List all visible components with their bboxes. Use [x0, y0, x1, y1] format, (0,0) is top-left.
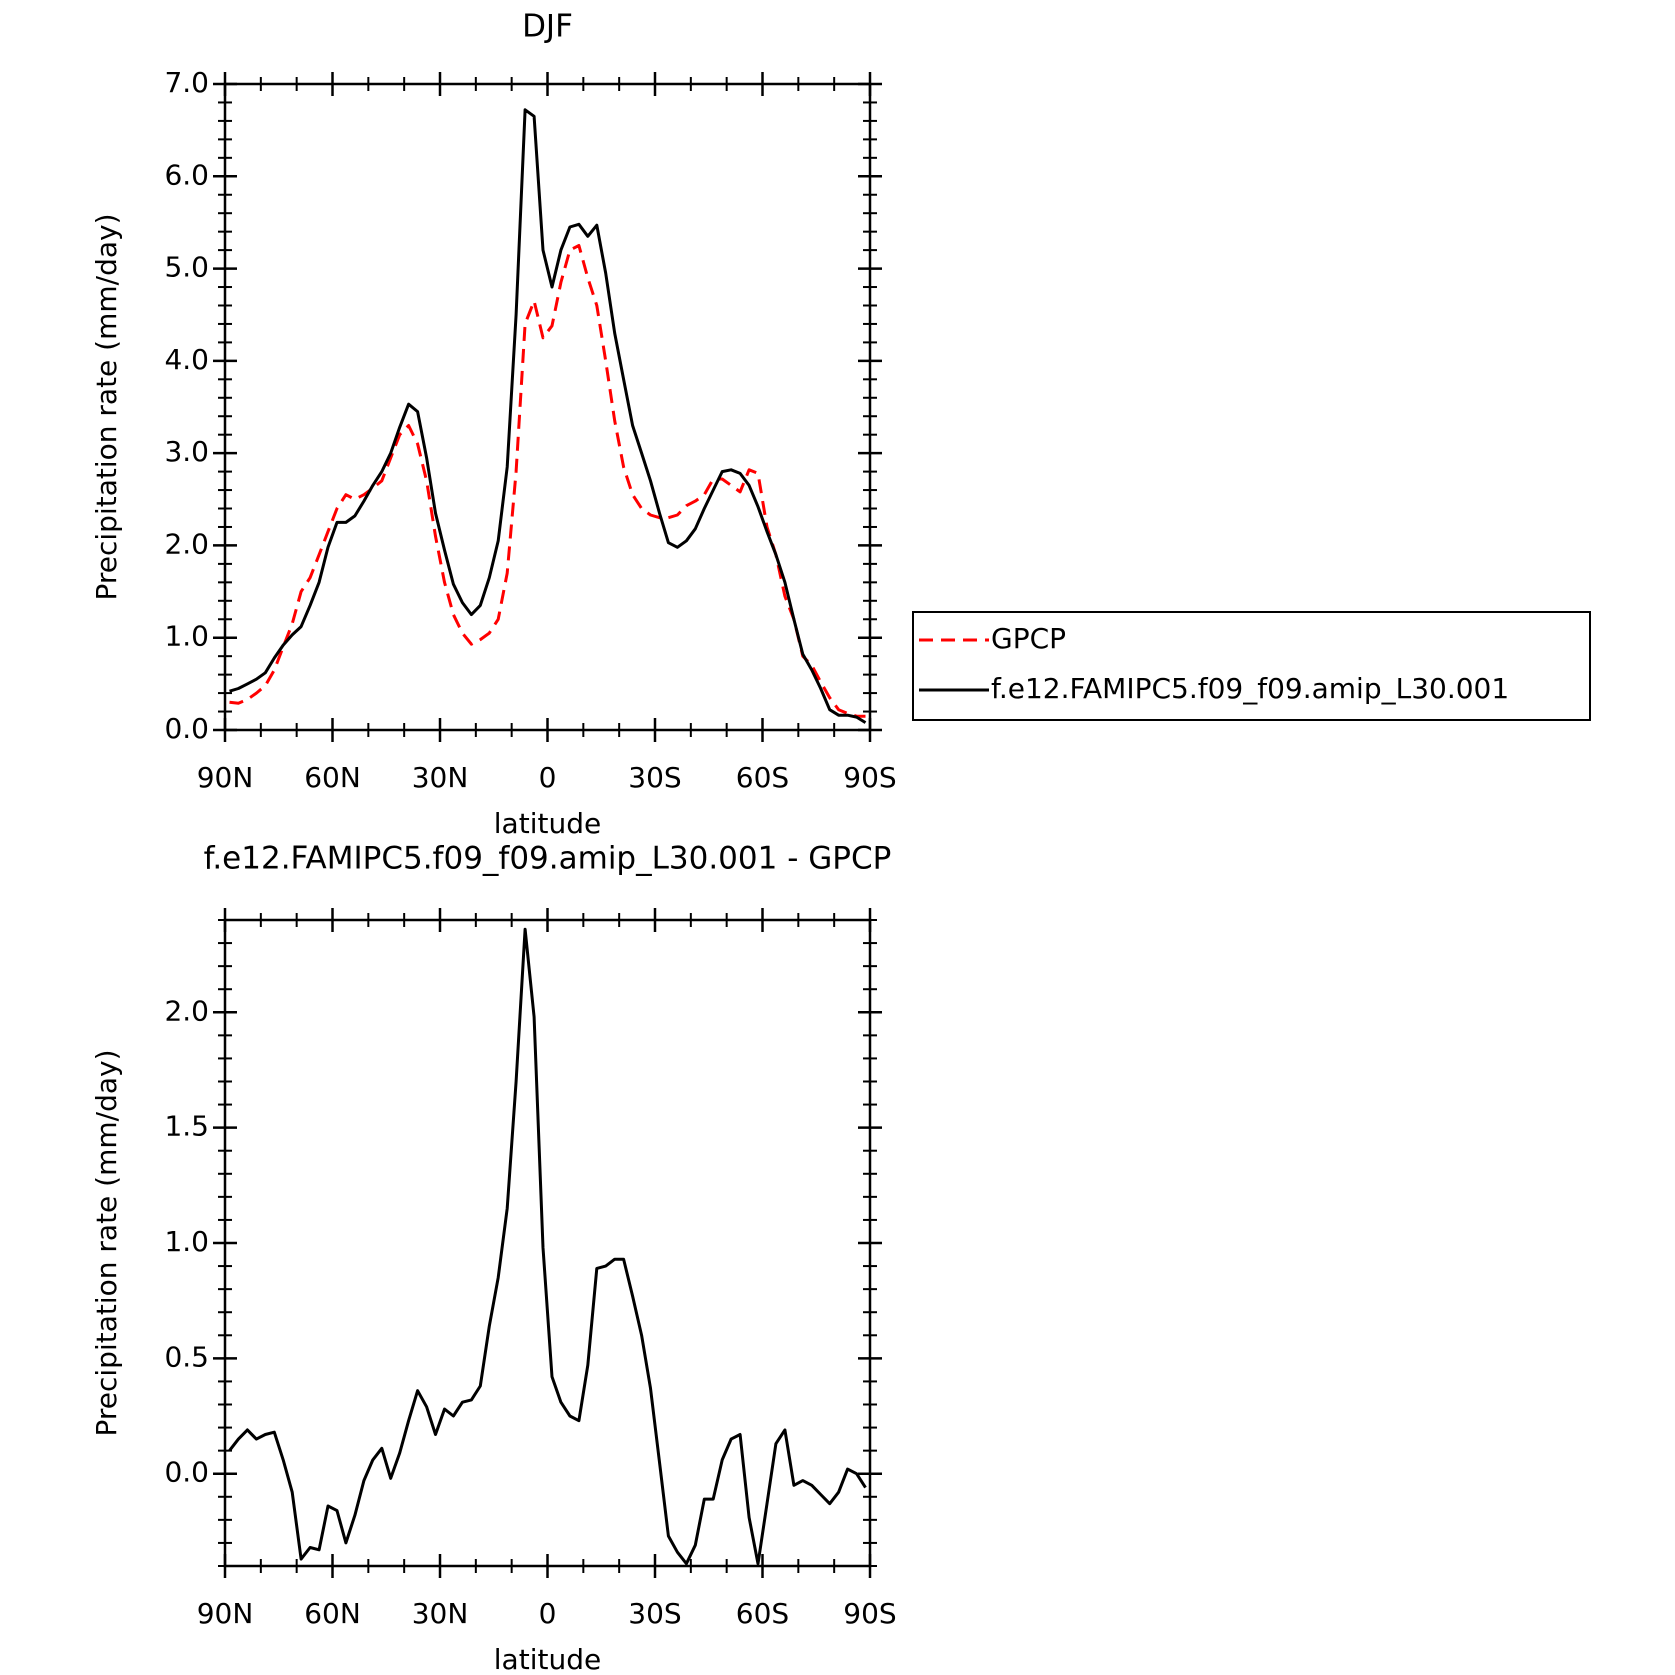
plot-frame: [223, 82, 872, 732]
y-tick-label: 1.0: [164, 620, 209, 653]
y-axis-label: Precipitation rate (mm/day): [90, 213, 123, 600]
x-tick-label: 60S: [736, 1597, 789, 1630]
y-tick-label: 5.0: [164, 251, 209, 284]
x-axis-label: latitude: [494, 807, 601, 840]
x-tick-label: 0: [539, 1597, 557, 1630]
data-line: [228, 927, 867, 1566]
data-line: [229, 244, 866, 718]
x-tick-label: 90S: [843, 1597, 896, 1630]
y-tick-label: 2.0: [164, 994, 209, 1027]
x-tick-label: 90N: [197, 1597, 254, 1630]
y-tick-label: 1.0: [164, 1225, 209, 1258]
chart-title: f.e12.FAMIPC5.f09_f09.amip_L30.001 - GPC…: [204, 841, 892, 877]
x-tick-label: 30S: [628, 1597, 681, 1630]
y-tick-label: 4.0: [164, 343, 209, 376]
y-tick-label: 0.0: [164, 1456, 209, 1489]
x-axis-label: latitude: [494, 1643, 601, 1675]
x-tick-label: 30S: [628, 761, 681, 794]
plot-frame: [223, 918, 872, 1568]
y-tick-label: 6.0: [164, 158, 209, 191]
legend-label: f.e12.FAMIPC5.f09_f09.amip_L30.001: [991, 672, 1509, 705]
chart-title: DJF: [522, 9, 573, 45]
y-axis-label: Precipitation rate (mm/day): [90, 1049, 123, 1436]
x-tick-label: 0: [539, 761, 557, 794]
y-tick-label: 0.5: [164, 1340, 209, 1373]
x-tick-label: 90N: [197, 761, 254, 794]
legend-box: [912, 611, 1591, 721]
x-tick-label: 60N: [304, 1597, 361, 1630]
x-tick-label: 60S: [736, 761, 789, 794]
y-tick-label: 2.0: [164, 527, 209, 560]
data-line: [229, 108, 867, 724]
legend-label: GPCP: [991, 622, 1066, 655]
x-tick-label: 30N: [412, 761, 469, 794]
y-tick-label: 3.0: [164, 435, 209, 468]
x-tick-label: 60N: [304, 761, 361, 794]
y-tick-label: 0.0: [164, 712, 209, 745]
x-tick-label: 30N: [412, 1597, 469, 1630]
y-tick-label: 1.5: [164, 1110, 209, 1143]
x-tick-label: 90S: [843, 761, 896, 794]
y-tick-label: 7.0: [164, 66, 209, 99]
